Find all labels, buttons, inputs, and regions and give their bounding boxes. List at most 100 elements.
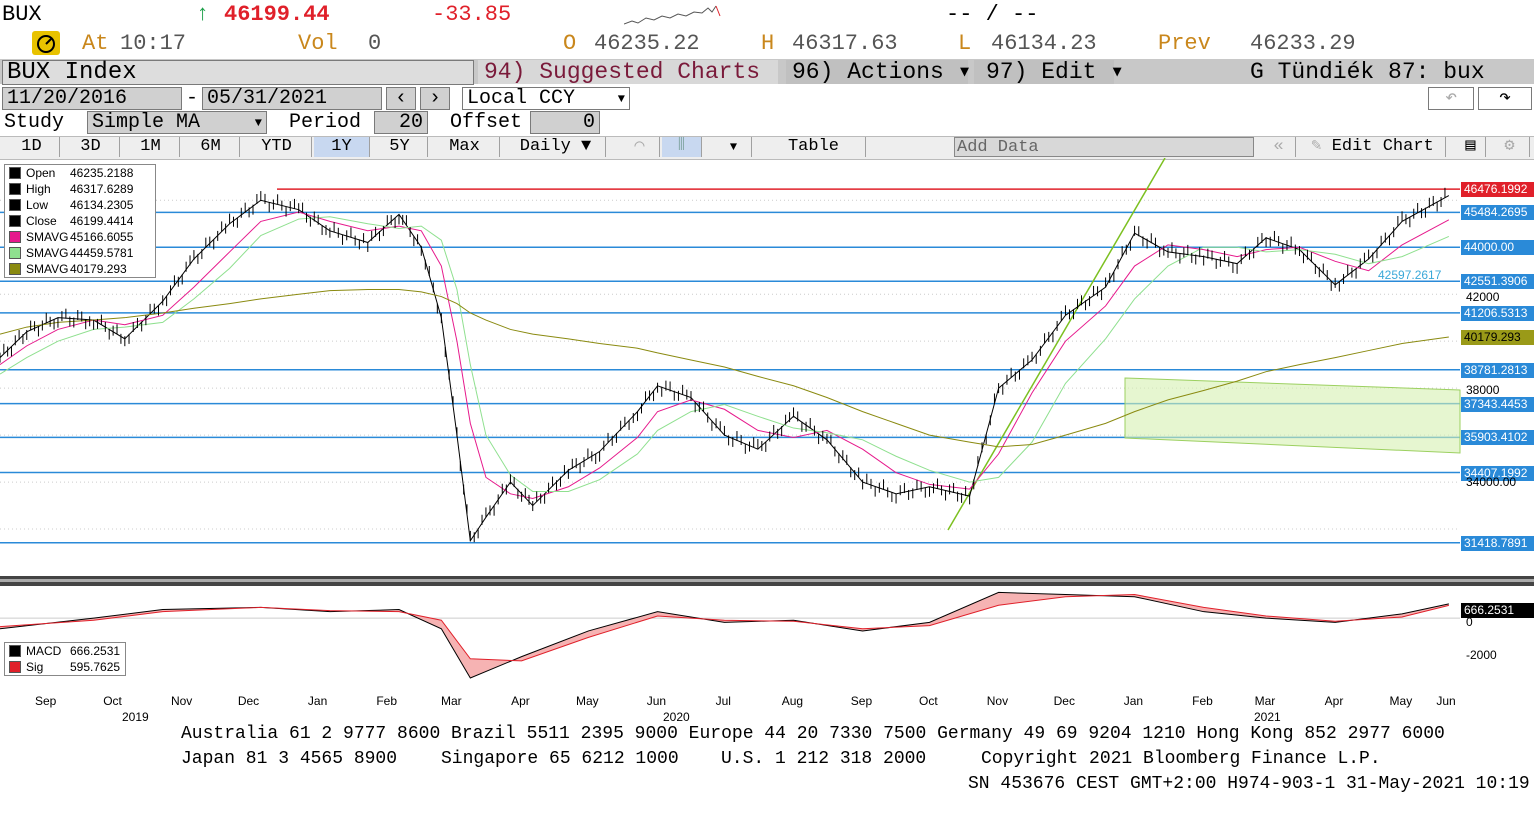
legend-label: Open — [26, 166, 56, 180]
date-separator: - — [186, 87, 199, 110]
year-label: 2019 — [122, 710, 149, 724]
tab-1d[interactable]: 1D — [4, 137, 60, 157]
year-label: 2020 — [663, 710, 690, 724]
footer-phones-1: Australia 61 2 9777 8600 Brazil 5511 239… — [181, 724, 1445, 744]
legend-value: 40179.293 — [70, 262, 127, 276]
legend-row: High 46317.6289 — [5, 181, 155, 197]
tab-3d[interactable]: 3D — [62, 137, 120, 157]
price-tag: 35903.4102 — [1461, 430, 1534, 446]
x-tick-label: Mar — [1254, 694, 1276, 708]
table-button[interactable]: Table — [762, 137, 866, 157]
study-label: Study — [4, 111, 65, 134]
price-tag: 37343.4453 — [1461, 396, 1534, 412]
start-date-field[interactable]: 11/20/2016 — [2, 87, 182, 110]
legend-label: SMAVG — [26, 262, 69, 276]
frequency-select[interactable]: Daily ▼ — [506, 137, 606, 157]
legend-swatch — [9, 645, 21, 657]
legend-row: Low 46134.2305 — [5, 197, 155, 213]
security-field[interactable]: BUX Index — [2, 60, 474, 85]
footer-copyright: Copyright 2021 Bloomberg Finance L.P. — [981, 749, 1381, 769]
legend-value: 46317.6289 — [70, 182, 134, 196]
gauge-icon[interactable] — [32, 31, 60, 55]
actions-menu[interactable]: 96) Actions ▾ — [786, 60, 971, 84]
legend-row: SMAVG 44459.5781 — [5, 245, 155, 261]
macd-histogram-area — [0, 592, 1449, 679]
x-tick-label: Nov — [986, 694, 1009, 708]
open-label: O — [563, 31, 577, 56]
study-dropdown-icon: ▼ — [254, 116, 262, 130]
tab-1y[interactable]: 1Y — [314, 137, 370, 157]
next-period-button[interactable]: › — [420, 87, 450, 110]
channel-label: 42597.2617 — [1378, 268, 1442, 282]
low-label: L — [958, 31, 972, 56]
dropdown-icon: ▼ — [617, 92, 625, 106]
price-tag: 40179.293 — [1461, 329, 1534, 345]
collapse-icon[interactable]: « — [1262, 137, 1296, 157]
legend-swatch — [9, 199, 21, 211]
vol-value: 0 — [368, 31, 382, 56]
period-input[interactable]: 20 — [374, 111, 428, 134]
currency-select[interactable]: Local CCY ▼ — [462, 87, 630, 110]
edit-chart-button[interactable]: ✎ Edit Chart — [1300, 137, 1446, 157]
x-tick-label: Sep — [850, 694, 873, 708]
legend-row: MACD 666.2531 — [5, 643, 125, 659]
study-select[interactable]: Simple MA ▼ — [87, 111, 267, 134]
redo-button[interactable]: ↷ — [1478, 87, 1532, 110]
macd-axis-tick: 0 — [1466, 615, 1473, 629]
undo-button[interactable]: ↶ — [1428, 87, 1474, 110]
x-tick-label: Oct — [103, 694, 122, 708]
tab-1m[interactable]: 1M — [122, 137, 180, 157]
legend-value: 46235.2188 — [70, 166, 134, 180]
axis-tick: 38000 — [1466, 383, 1500, 397]
legend-label: MACD — [26, 644, 62, 658]
price-chart[interactable] — [0, 158, 1534, 693]
add-data-input[interactable]: Add Data — [954, 137, 1254, 157]
x-tick-label: May — [575, 694, 599, 708]
x-tick-label: Jan — [307, 694, 328, 708]
chart-settings-icon[interactable]: ▤ — [1456, 137, 1486, 157]
tab-6m[interactable]: 6M — [182, 137, 240, 157]
legend-value: 44459.5781 — [70, 246, 134, 260]
x-tick-label: Jun — [1436, 694, 1456, 708]
legend-row: Close 46199.4414 — [5, 213, 155, 229]
signal-line — [0, 594, 1449, 662]
offset-label: Offset — [450, 111, 523, 134]
legend-swatch — [9, 167, 21, 179]
price-tag: 45484.2695 — [1461, 205, 1534, 221]
prev-period-button[interactable]: ‹ — [386, 87, 416, 110]
legend-row: SMAVG 40179.293 — [5, 261, 155, 277]
last-price: 46199.44 — [224, 2, 330, 27]
gear-icon[interactable]: ⚙ — [1490, 137, 1530, 157]
suggested-charts-button[interactable]: 94) Suggested Charts — [478, 60, 778, 84]
offset-input[interactable]: 0 — [530, 111, 600, 134]
legend-swatch — [9, 263, 21, 275]
edit-menu[interactable]: 97) Edit ▾ — [974, 60, 1124, 84]
price-tag: 44000.00 — [1461, 240, 1534, 256]
pencil-icon: ✎ — [1311, 137, 1332, 156]
legend-label: SMAVG — [26, 246, 69, 260]
end-date-field[interactable]: 05/31/2021 — [202, 87, 382, 110]
tab-5y[interactable]: 5Y — [372, 137, 428, 157]
x-tick-label: Nov — [170, 694, 193, 708]
candle-chart-icon[interactable]: ⫴ — [662, 137, 702, 157]
legend-label: High — [26, 182, 51, 196]
high-value: 46317.63 — [792, 31, 898, 56]
legend-label: Low — [26, 198, 49, 212]
prev-value: 46233.29 — [1250, 31, 1356, 56]
tab-ytd[interactable]: YTD — [242, 137, 312, 157]
legend-label: Sig — [26, 660, 44, 674]
line-chart-icon[interactable]: ⌒ — [620, 137, 660, 157]
x-tick-label: Feb — [1192, 694, 1213, 708]
price-tag: 34407.1992 — [1461, 465, 1534, 481]
start-date-text: 11/20/2016 — [7, 87, 128, 110]
legend-value: 46199.4414 — [70, 214, 134, 228]
ticker: BUX — [2, 2, 42, 27]
macd-tag: 666.2531 — [1461, 603, 1534, 618]
low-value: 46134.23 — [991, 31, 1097, 56]
tab-max[interactable]: Max — [430, 137, 500, 157]
chart-type-dropdown-icon[interactable]: ▼ — [716, 137, 752, 157]
x-tick-label: Apr — [1324, 694, 1344, 708]
legend-label: Close — [26, 214, 57, 228]
smavg-line — [0, 211, 1450, 500]
legend-row: Open 46235.2188 — [5, 165, 155, 181]
